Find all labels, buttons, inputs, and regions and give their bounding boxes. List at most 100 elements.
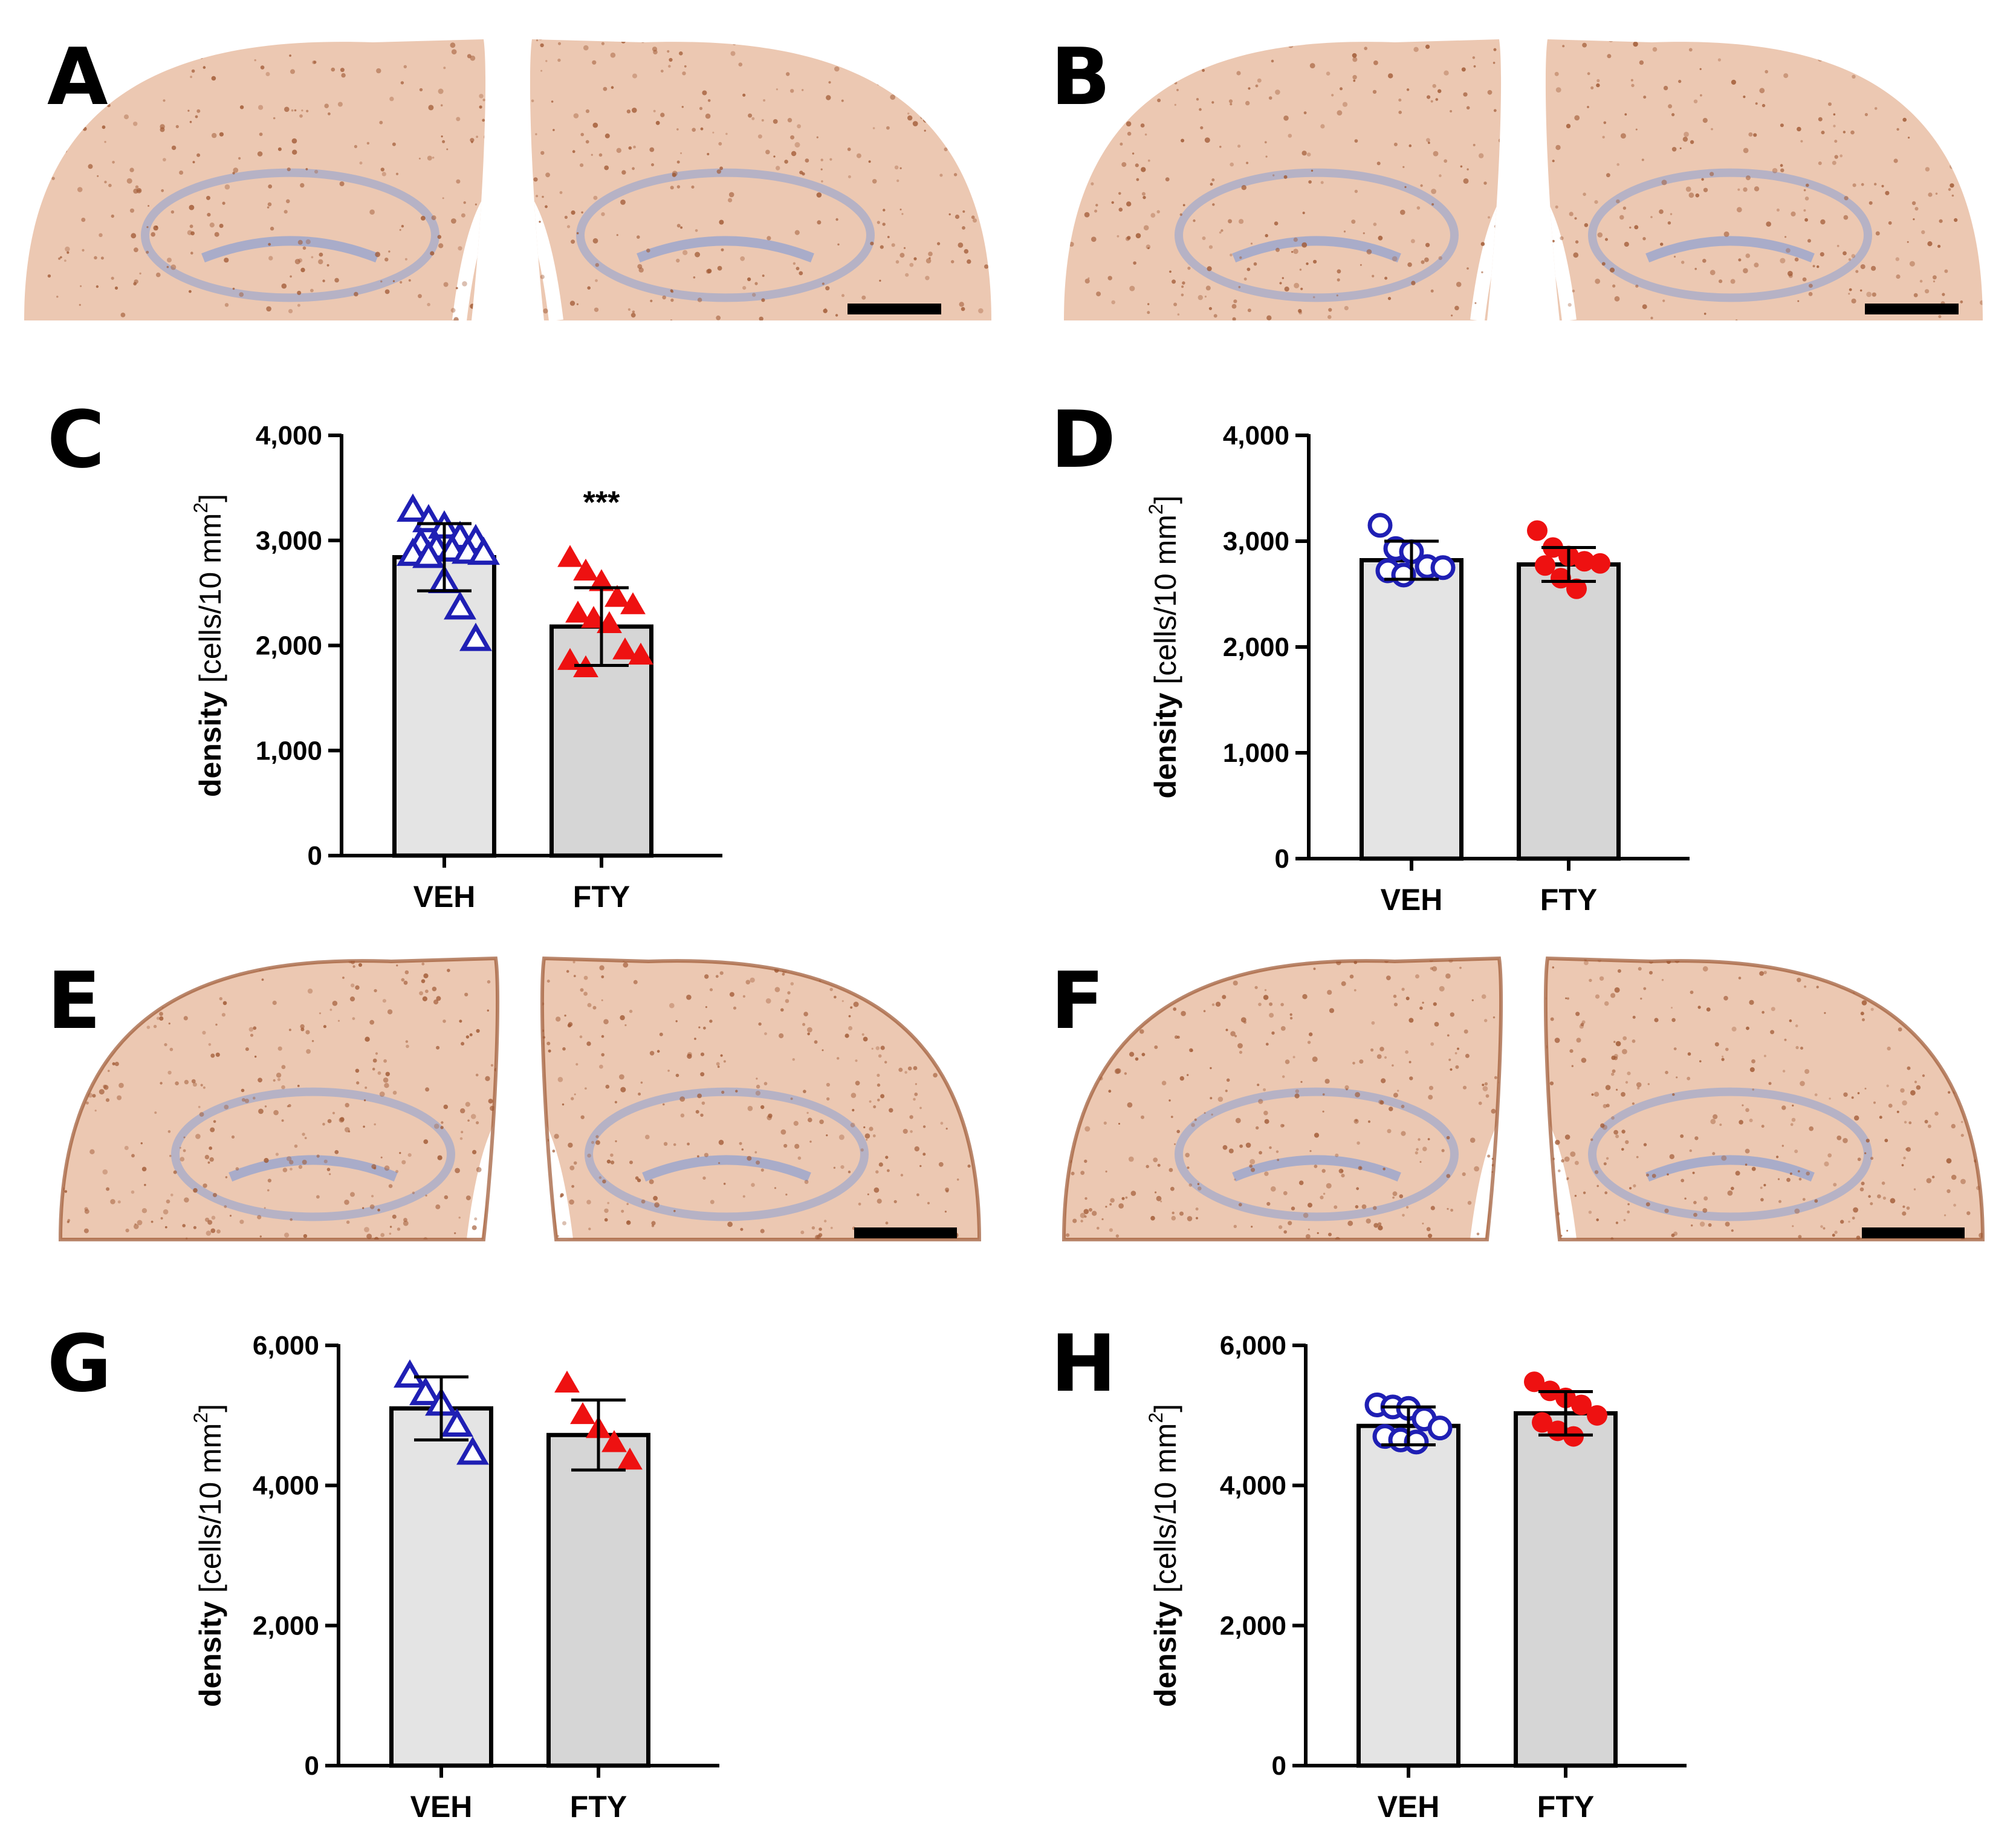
stained-cell <box>877 1099 880 1102</box>
stained-cell <box>1288 134 1292 138</box>
y-tick-label: 0 <box>308 841 322 871</box>
stained-cell <box>573 975 576 978</box>
stained-cell <box>1344 1085 1349 1090</box>
stained-cell <box>837 243 840 245</box>
stained-cell <box>1141 167 1146 172</box>
stained-cell <box>1263 1110 1268 1116</box>
stained-cell <box>1595 278 1601 284</box>
stained-cell <box>543 308 548 314</box>
stained-cell <box>833 1166 836 1169</box>
stained-cell <box>1311 169 1314 172</box>
stained-cell <box>65 246 70 252</box>
stained-cell <box>311 1040 314 1042</box>
stained-cell <box>1239 1144 1243 1148</box>
stained-cell <box>1694 267 1697 270</box>
stained-cell <box>273 1110 279 1116</box>
stained-cell <box>1622 1048 1627 1055</box>
stained-cell <box>1289 1013 1292 1016</box>
stained-cell <box>1398 111 1402 114</box>
stained-cell <box>66 251 70 254</box>
stained-cell <box>1606 173 1610 178</box>
stained-cell <box>316 1154 320 1158</box>
stained-cell <box>207 1220 213 1225</box>
stained-cell <box>752 293 756 297</box>
stained-cell <box>1833 125 1836 128</box>
stained-cell <box>1337 278 1340 282</box>
stained-cell <box>1898 1027 1902 1032</box>
stained-cell <box>1109 1203 1112 1206</box>
stained-cell <box>89 1149 95 1155</box>
stained-cell <box>209 1146 213 1150</box>
stained-cell <box>756 1078 758 1080</box>
stained-cell <box>1258 1099 1263 1104</box>
stained-cell <box>592 238 598 244</box>
stained-cell <box>346 1220 350 1224</box>
stained-cell <box>629 1160 633 1165</box>
stained-cell <box>482 119 485 122</box>
stained-cell <box>377 1208 380 1212</box>
panel-label-b: B <box>1051 31 1110 123</box>
stained-cell <box>1800 1081 1805 1087</box>
stained-cell <box>767 236 771 241</box>
stained-cell <box>1834 140 1838 143</box>
stained-cell <box>364 1227 369 1232</box>
stained-cell <box>1604 1001 1609 1006</box>
stained-cell <box>380 280 383 283</box>
data-point <box>554 1370 580 1393</box>
stained-cell <box>428 105 434 111</box>
stained-cell <box>785 999 789 1003</box>
stained-cell <box>146 226 149 229</box>
stained-cell <box>1080 1171 1085 1175</box>
stained-cell <box>809 1140 812 1143</box>
stained-cell <box>1681 261 1685 264</box>
bar-veh <box>392 555 496 858</box>
stained-cell <box>910 1130 913 1133</box>
stained-cell <box>379 1091 385 1097</box>
stained-cell <box>899 253 905 258</box>
stained-cell <box>1673 1047 1677 1050</box>
stained-cell <box>329 1173 331 1175</box>
stained-cell <box>1392 1196 1395 1199</box>
stained-cell <box>389 1232 392 1235</box>
stained-cell <box>209 223 215 228</box>
stained-cell <box>133 122 138 126</box>
stained-cell <box>1238 285 1241 288</box>
stained-cell <box>1457 1047 1459 1050</box>
stained-cell <box>1160 1200 1162 1203</box>
stained-cell <box>232 287 235 290</box>
stained-cell <box>1228 99 1233 103</box>
stained-cell <box>847 148 851 151</box>
stained-cell <box>571 239 575 244</box>
stained-cell <box>1800 1047 1803 1050</box>
stained-cell <box>1461 67 1466 72</box>
stained-cell <box>339 181 345 186</box>
stained-cell <box>356 1081 360 1085</box>
stained-cell <box>248 1027 254 1032</box>
stained-cell <box>1210 1097 1213 1100</box>
stained-cell <box>880 1045 885 1050</box>
stained-cell <box>603 86 608 91</box>
hippocampus-outline <box>1588 1087 1872 1221</box>
stained-cell <box>1130 1191 1136 1196</box>
stained-cell <box>579 1035 583 1038</box>
stained-cell <box>163 1209 169 1215</box>
stained-cell <box>1187 267 1191 270</box>
stained-cell <box>1882 1196 1886 1200</box>
stained-cell <box>1875 231 1880 236</box>
stained-cell <box>1306 152 1311 157</box>
stained-cell <box>822 1049 824 1052</box>
stained-cell <box>1599 976 1604 981</box>
stained-cell <box>213 1192 217 1197</box>
stained-cell <box>780 1129 786 1135</box>
stained-cell <box>459 1137 463 1140</box>
stained-cell <box>717 1065 720 1068</box>
stained-cell <box>438 243 444 249</box>
stained-cell <box>339 1117 345 1123</box>
stained-cell <box>1303 111 1307 115</box>
stained-cell <box>653 50 658 54</box>
stained-cell <box>669 1003 675 1009</box>
stained-cell <box>1269 1013 1274 1018</box>
stained-cell <box>446 148 449 151</box>
stained-cell <box>1474 1166 1480 1172</box>
stained-cell <box>1219 231 1222 234</box>
